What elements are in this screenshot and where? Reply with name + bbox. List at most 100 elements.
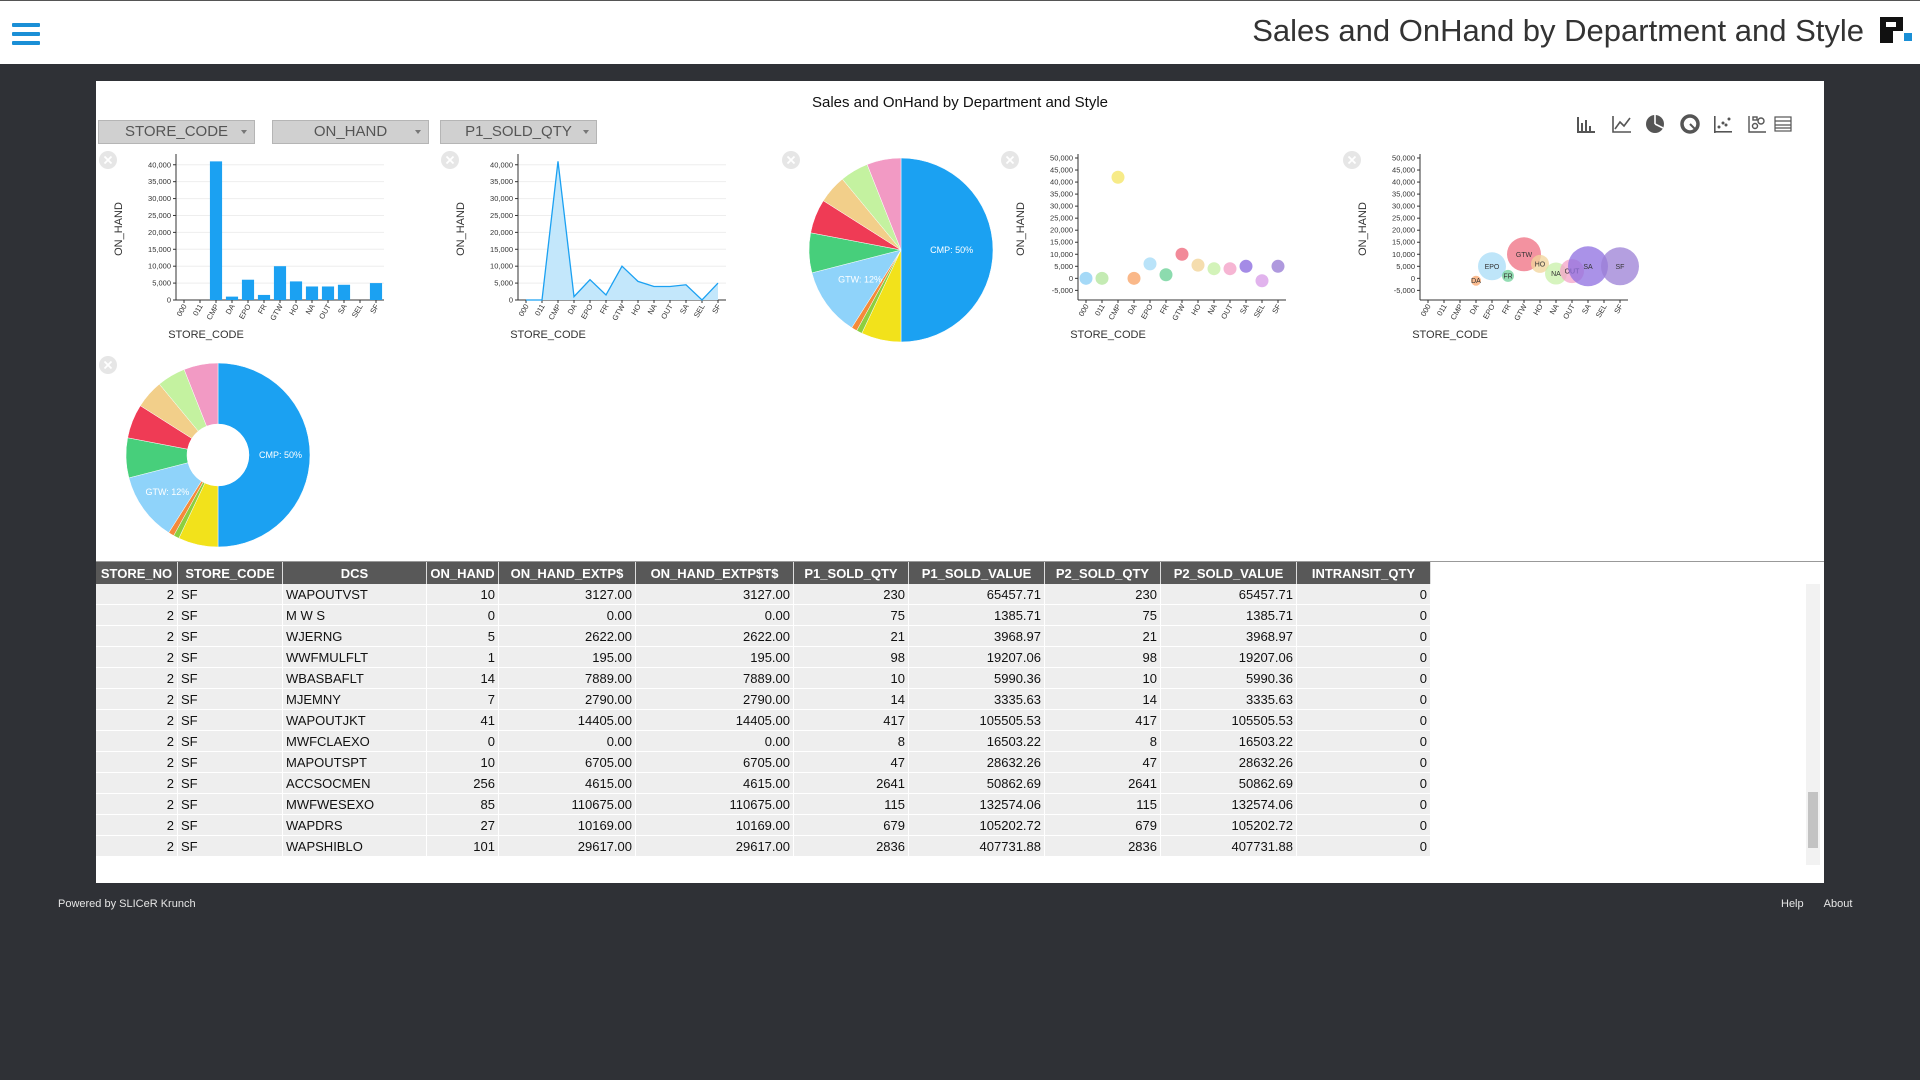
table-cell: 115 xyxy=(1044,793,1161,815)
table-cell: 1 xyxy=(426,646,499,668)
close-icon xyxy=(1347,155,1357,165)
table-cell: 2 xyxy=(96,814,178,836)
table-cell: 0.00 xyxy=(498,730,636,752)
x-tick-label: 000 xyxy=(175,303,189,318)
y-tick-label: 5,000 xyxy=(1054,262,1073,271)
y-tick-label: 30,000 xyxy=(490,194,513,203)
column-header: ON_HAND xyxy=(426,562,499,584)
scatter-icon[interactable] xyxy=(1714,116,1732,133)
filter-dropdown[interactable]: STORE_CODE xyxy=(98,120,255,144)
bubble xyxy=(1471,275,1481,286)
table-cell: 230 xyxy=(793,584,909,605)
x-tick-label: OUT xyxy=(317,302,333,321)
table-cell: 19207.06 xyxy=(908,646,1045,668)
table-cell: 2 xyxy=(96,646,178,668)
table-cell: 0 xyxy=(1296,751,1431,773)
x-tick-label: DA xyxy=(1468,303,1481,317)
bar xyxy=(209,161,223,300)
table-cell: 98 xyxy=(1044,646,1161,668)
y-tick-label: 35,000 xyxy=(1392,190,1415,199)
table-cell: 85 xyxy=(426,793,499,815)
column-header: ON_HAND_EXTP$T$ xyxy=(635,562,794,584)
table-row: 2 SF WAPDRS 27 10169.00 10169.00 679 105202.72 6… xyxy=(96,814,1431,836)
table-cell: WAPOUTVST xyxy=(282,584,427,605)
x-axis-label: STORE_CODE xyxy=(168,329,244,341)
bar-icon[interactable] xyxy=(1577,117,1595,133)
y-tick-label: 45,000 xyxy=(1392,166,1415,175)
table-cell: 50862.69 xyxy=(1160,772,1297,794)
x-tick-label: NA xyxy=(304,303,317,317)
line-icon[interactable] xyxy=(1612,116,1631,133)
about-link[interactable]: About xyxy=(1823,898,1853,910)
filter-dropdown[interactable]: ON_HAND xyxy=(272,120,429,144)
x-tick-label: HO xyxy=(629,302,643,316)
table-cell: 29617.00 xyxy=(498,835,636,857)
table-cell: 2790.00 xyxy=(635,688,794,710)
x-tick-label: FR xyxy=(1158,302,1171,316)
table-cell: 14405.00 xyxy=(498,709,636,731)
y-tick-label: 5,000 xyxy=(152,279,171,288)
table-cell: 4615.00 xyxy=(498,772,636,794)
app-title: Sales and OnHand by Department and Style xyxy=(1252,13,1864,48)
table-cell: 230 xyxy=(1044,584,1161,605)
table-cell: 0 xyxy=(1296,667,1431,689)
bubble xyxy=(1568,246,1608,287)
chart: -5,000 0 5,000 10,000 15,000 20,000 25,000 30,0… xyxy=(1343,151,1639,341)
data-table: STORE_NO STORE_CODE DCS ON_HAND ON_HAND_EXTP… xyxy=(96,562,1431,857)
table-cell: 14 xyxy=(1044,688,1161,710)
bubble-label: FR xyxy=(1503,273,1512,280)
x-tick-label: 000 xyxy=(517,303,531,318)
area xyxy=(526,161,718,300)
x-tick-label: HO xyxy=(287,302,301,316)
x-tick-label: SA xyxy=(1580,303,1593,316)
menu-button[interactable] xyxy=(12,23,40,47)
slice xyxy=(183,362,219,427)
table-row: 2 SF WWFMULFLT 1 195.00 195.00 98 19207.06 98 192… xyxy=(96,646,1431,668)
table-cell: 0 xyxy=(1296,625,1431,647)
table-cell: 0 xyxy=(1296,709,1431,731)
y-tick-label: 20,000 xyxy=(1392,226,1415,235)
x-tick-label: 011 xyxy=(1093,303,1107,318)
table-cell: 6705.00 xyxy=(635,751,794,773)
pie-icon[interactable] xyxy=(1646,115,1664,133)
data-table-container: STORE_NO STORE_CODE DCS ON_HAND ON_HAND_EXTP… xyxy=(96,561,1824,865)
table-cell: SF xyxy=(177,793,283,815)
table-cell: 3127.00 xyxy=(498,584,636,605)
table-cell: 21 xyxy=(1044,625,1161,647)
x-tick-label: SEL xyxy=(350,303,365,320)
table-cell: 256 xyxy=(426,772,499,794)
filter-dropdown[interactable]: P1_SOLD_QTY xyxy=(440,120,597,144)
x-tick-label: DA xyxy=(566,303,579,317)
y-tick-label: -5,000 xyxy=(1394,286,1415,295)
column-header: STORE_NO xyxy=(96,562,178,584)
table-cell: 28632.26 xyxy=(908,751,1045,773)
table-cell: 2 xyxy=(96,751,178,773)
help-link[interactable]: Help xyxy=(1781,898,1804,910)
table-cell: 2790.00 xyxy=(498,688,636,710)
x-axis-label: STORE_CODE xyxy=(1412,329,1488,341)
table-cell: 10 xyxy=(426,751,499,773)
scroll-thumb[interactable] xyxy=(1808,792,1818,848)
table-cell: 21 xyxy=(793,625,909,647)
x-tick-label: CMP xyxy=(1107,303,1123,322)
x-tick-label: SA xyxy=(1238,303,1251,316)
table-cell: 3968.97 xyxy=(908,625,1045,647)
y-tick-label: 30,000 xyxy=(148,194,171,203)
table-cell: 10 xyxy=(793,667,909,689)
table-cell: 3127.00 xyxy=(635,584,794,605)
x-tick-label: 000 xyxy=(1419,303,1433,318)
table-cell: 16503.22 xyxy=(908,730,1045,752)
y-tick-label: 35,000 xyxy=(490,177,513,186)
table-cell: 7889.00 xyxy=(635,667,794,689)
scrollbar[interactable] xyxy=(1806,584,1820,865)
bubble-icon[interactable] xyxy=(1748,116,1766,133)
slice-label: GTW: 12% xyxy=(145,487,189,497)
table-cell: 2 xyxy=(96,793,178,815)
table-row: 2 SF WBASBAFLT 14 7889.00 7889.00 10 5990.36 10 5… xyxy=(96,667,1431,689)
donut-icon[interactable] xyxy=(1680,114,1700,134)
table-icon[interactable] xyxy=(1774,116,1792,132)
point xyxy=(1143,257,1157,271)
bar xyxy=(273,266,287,300)
slice xyxy=(217,362,311,548)
slice-label: GTW: 12% xyxy=(838,275,882,285)
